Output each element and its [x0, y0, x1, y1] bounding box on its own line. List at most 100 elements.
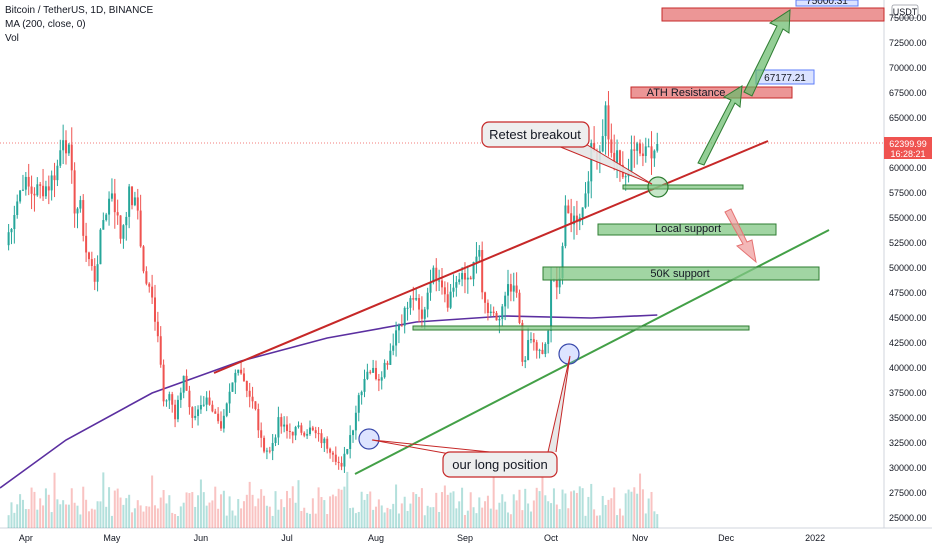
candle-body — [449, 291, 452, 308]
candle-body — [162, 364, 165, 402]
candle-body — [400, 325, 403, 327]
volume-bar — [527, 503, 530, 528]
candle-body — [237, 369, 240, 373]
projection-arrow-down — [724, 208, 757, 264]
volume-bar — [564, 493, 567, 528]
candle-body — [33, 193, 36, 196]
y-tick-label: 47500.00 — [889, 288, 927, 298]
volume-bar — [575, 492, 578, 528]
candle-body — [415, 298, 418, 300]
candle-body — [618, 150, 621, 165]
candle-body — [334, 454, 337, 462]
volume-bar — [7, 515, 10, 528]
candle-body — [179, 392, 182, 400]
lower-support-zone — [412, 325, 750, 331]
volume-bar — [30, 487, 33, 528]
candle-body — [214, 411, 217, 414]
volume-bar — [624, 493, 627, 528]
candle-body — [225, 403, 228, 416]
volume-bar — [96, 501, 99, 528]
volume-bar — [547, 501, 550, 528]
candle-body — [512, 285, 515, 292]
candle-body — [529, 339, 532, 341]
candle-body — [504, 295, 507, 307]
volume-bar — [219, 494, 223, 528]
candle-body — [231, 382, 234, 392]
volume-bar — [639, 473, 642, 528]
volume-bar — [260, 489, 263, 528]
candle-body — [357, 395, 360, 413]
volume-bar — [446, 494, 449, 528]
volume-bar — [251, 494, 254, 528]
target-67177-label: 67177.21 — [764, 73, 806, 84]
volume-bar — [334, 496, 337, 528]
volume-bar — [595, 515, 598, 528]
candle-body — [105, 214, 108, 221]
candle-body — [360, 391, 363, 396]
volume-bar — [82, 486, 85, 528]
volume-bar — [314, 513, 317, 528]
volume-bar — [113, 490, 116, 528]
volume-bar — [555, 504, 558, 528]
volume-bar — [590, 483, 593, 528]
volume-bar — [185, 492, 188, 528]
volume-bar — [87, 511, 90, 528]
y-tick-label: 65000.00 — [889, 113, 927, 123]
volume-bar — [217, 508, 220, 528]
volume-bar — [99, 501, 102, 528]
volume-bar — [294, 502, 297, 528]
volume-bar — [621, 515, 624, 528]
volume-bar — [271, 515, 274, 528]
candle-body — [524, 360, 527, 362]
volume-bar — [395, 484, 398, 528]
candle-body — [386, 362, 389, 365]
candle-body — [641, 153, 644, 157]
candlesticks — [7, 91, 659, 473]
candle-body — [205, 397, 208, 405]
volume-bar — [412, 492, 415, 528]
candle-body — [616, 150, 619, 163]
x-tick-label: Oct — [544, 533, 559, 543]
ma-legend: MA (200, close, 0) — [5, 19, 86, 30]
candle-body — [397, 325, 400, 331]
candle-body — [139, 210, 142, 247]
volume-bar — [234, 515, 237, 528]
volume-bar — [507, 512, 510, 528]
volume-bar — [481, 507, 484, 528]
candle-body — [590, 143, 593, 182]
volume-bar — [116, 488, 119, 528]
volume-bar — [10, 502, 13, 528]
candle-body — [363, 378, 366, 392]
candle-body — [518, 292, 521, 323]
volume-bar — [550, 503, 553, 528]
volume-bar — [484, 501, 487, 528]
candle-body — [495, 312, 498, 321]
candle-body — [331, 452, 334, 455]
volume-bar — [308, 513, 311, 528]
volume-bar — [372, 509, 375, 528]
candle-body — [133, 197, 136, 206]
candle-body — [30, 186, 33, 194]
candle-body — [260, 430, 263, 438]
volume-bar — [44, 488, 47, 528]
volume-bar — [440, 492, 444, 528]
volume-bar — [498, 502, 501, 528]
y-tick-label: 42500.00 — [889, 338, 927, 348]
candle-body — [125, 216, 128, 226]
candle-body — [340, 462, 343, 467]
y-tick-label: 27500.00 — [889, 488, 927, 498]
volume-bar — [231, 510, 234, 528]
candle-body — [317, 433, 320, 435]
candle-body — [435, 267, 438, 281]
volume-bar — [656, 514, 659, 528]
candle-body — [10, 229, 13, 233]
candle-body — [128, 186, 131, 217]
volume-bar — [59, 504, 62, 528]
candle-body — [647, 146, 650, 148]
x-tick-label: Dec — [718, 533, 735, 543]
volume-bar — [70, 488, 73, 528]
candle-body — [380, 377, 383, 381]
volume-bar — [492, 472, 495, 528]
candle-body — [593, 143, 596, 152]
